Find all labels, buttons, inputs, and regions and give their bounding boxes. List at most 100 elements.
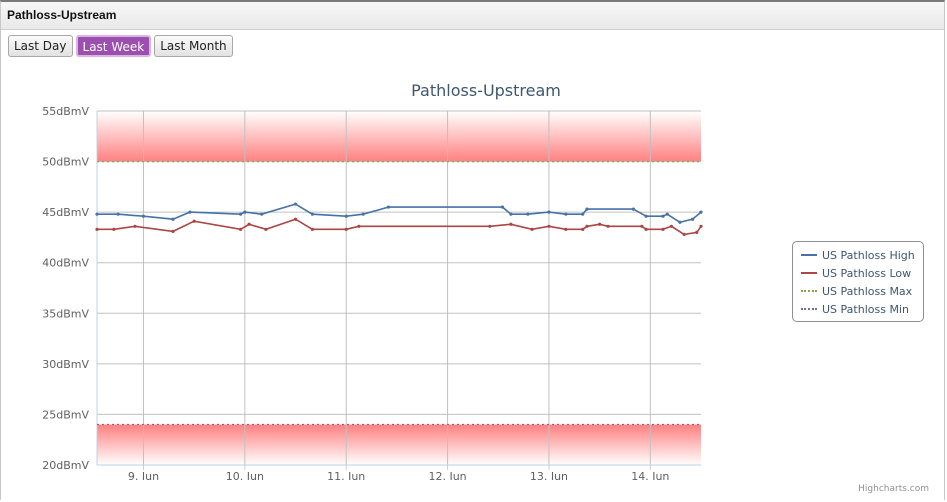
series-point-0 [661, 214, 665, 218]
legend-label-low: US Pathloss Low [822, 266, 912, 280]
chart-title: Pathloss-Upstream [411, 81, 561, 100]
x-tick-label: 11. Jun [327, 470, 365, 480]
series-point-1 [239, 227, 243, 231]
series-point-0 [260, 212, 264, 216]
series-point-0 [116, 212, 120, 216]
y-tick-label: 40dBmV [42, 257, 89, 270]
series-point-0 [171, 217, 175, 221]
legend: US Pathloss High US Pathloss Low US Path… [792, 241, 924, 322]
legend-label-max: US Pathloss Max [822, 284, 913, 298]
axis-labels: 20dBmV 25dBmV 30dBmV 35dBmV 40dBmV 45dBmV 50dB… [42, 105, 669, 480]
y-tick-label: 30dBmV [42, 358, 89, 371]
series-point-1 [192, 219, 196, 223]
plot-band-1 [97, 424, 701, 465]
legend-swatch-low [801, 268, 817, 278]
series-point-1 [247, 222, 251, 226]
series-point-0 [631, 207, 636, 211]
series-point-0 [644, 214, 648, 218]
series-point-1 [310, 227, 315, 231]
legend-item-high[interactable]: US Pathloss High [793, 246, 923, 264]
x-tick-label: 13. Jun [530, 470, 568, 480]
series-point-1 [585, 224, 589, 228]
series-point-0 [243, 210, 247, 214]
plot-bands [97, 111, 701, 465]
series-point-1 [695, 230, 699, 234]
series-point-1 [357, 224, 361, 228]
series-point-0 [699, 210, 703, 214]
series-point-1 [640, 224, 644, 228]
series-point-0 [344, 214, 348, 218]
x-tick-label: 9. Jun [128, 470, 159, 480]
series-point-0 [665, 212, 669, 216]
series-point-0 [310, 212, 315, 216]
series-point-0 [239, 212, 243, 216]
grid [96, 110, 701, 470]
series-point-0 [564, 212, 568, 216]
range-buttons: Last Day Last Week Last Month [8, 35, 233, 57]
series-point-1 [509, 222, 513, 226]
series-point-0 [95, 212, 99, 216]
legend-item-min[interactable]: US Pathloss Min [793, 300, 923, 318]
series-point-0 [386, 205, 391, 209]
last-day-button[interactable]: Last Day [8, 35, 73, 57]
plot-band-0 [97, 111, 701, 162]
series-point-1 [644, 227, 648, 231]
legend-swatch-max [801, 286, 817, 296]
series-point-0 [581, 212, 585, 216]
legend-swatch-min [801, 304, 817, 314]
series-point-0 [141, 214, 146, 218]
last-month-button[interactable]: Last Month [154, 35, 233, 57]
series-point-0 [361, 212, 365, 216]
y-tick-label: 45dBmV [42, 206, 89, 219]
legend-label-high: US Pathloss High [822, 248, 915, 262]
chart: Pathloss-Upstream 20dBmV 25dBmV 30dBmV 35dB… [42, 81, 703, 480]
series-point-0 [188, 210, 192, 214]
legend-item-max[interactable]: US Pathloss Max [793, 282, 923, 300]
series-point-1 [488, 224, 492, 228]
x-tick-label: 10. Jun [226, 470, 264, 480]
legend-label-min: US Pathloss Min [822, 302, 909, 316]
y-tick-label: 25dBmV [42, 408, 89, 421]
series-point-1 [699, 224, 703, 228]
series-point-1 [581, 227, 585, 231]
series-point-0 [585, 207, 589, 211]
series-point-0 [500, 205, 505, 209]
series-point-0 [293, 202, 298, 206]
series-point-1 [133, 224, 137, 228]
series-point-0 [509, 212, 513, 216]
last-week-button[interactable]: Last Week [75, 35, 152, 57]
series-line-1 [97, 218, 702, 236]
legend-swatch-high [801, 250, 817, 260]
series-point-0 [526, 212, 530, 216]
series-point-1 [293, 217, 298, 221]
series-point-1 [669, 224, 674, 228]
series-point-1 [112, 227, 116, 231]
x-tick-label: 12. Jun [428, 470, 466, 480]
y-tick-label: 20dBmV [42, 459, 89, 472]
series-point-1 [95, 227, 99, 231]
series-point-1 [530, 227, 534, 231]
legend-item-low[interactable]: US Pathloss Low [793, 264, 923, 282]
series-point-1 [344, 227, 348, 231]
y-tick-label: 35dBmV [42, 307, 89, 320]
panel-title: Pathloss-Upstream [7, 8, 117, 22]
series-point-1 [564, 227, 568, 231]
series-point-1 [171, 229, 175, 233]
series-layer [95, 161, 703, 426]
series-line-0 [97, 203, 702, 224]
highcharts-credit[interactable]: Highcharts.com [858, 484, 929, 494]
panel-header: Pathloss-Upstream [1, 2, 944, 30]
series-point-1 [547, 224, 551, 228]
series-point-1 [606, 224, 610, 228]
y-tick-label: 55dBmV [42, 105, 89, 118]
series-point-1 [682, 232, 686, 236]
series-point-0 [690, 217, 695, 221]
x-tick-label: 14. Jun [631, 470, 669, 480]
series-point-0 [547, 210, 551, 214]
series-point-0 [678, 220, 682, 224]
y-tick-label: 50dBmV [42, 156, 89, 169]
series-point-1 [264, 227, 268, 231]
series-point-1 [598, 222, 602, 226]
series-point-1 [661, 227, 665, 231]
